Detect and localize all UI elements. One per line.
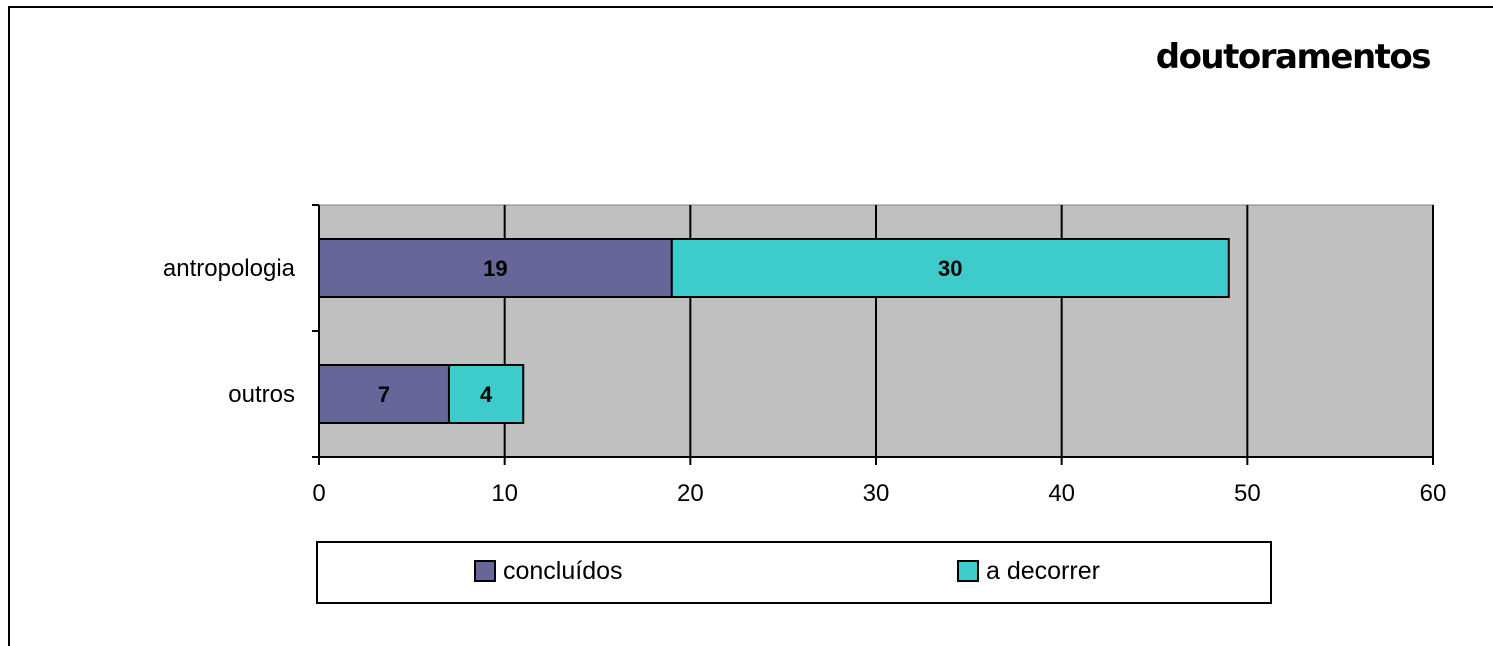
bars	[318, 238, 1230, 424]
data-labels: 19 30 7 4	[378, 256, 963, 407]
legend: concluídos a decorrer	[316, 541, 1272, 604]
bar-chart: doutoramentos 0 10 20 30 40 50 60 antropologia…	[163, 37, 1446, 604]
bar-segment	[670, 238, 1230, 298]
data-label: 4	[480, 382, 493, 407]
data-label: 7	[378, 382, 390, 407]
data-label: 30	[938, 256, 962, 281]
x-tick-label: 60	[1420, 480, 1447, 507]
legend-swatch	[957, 560, 979, 582]
category-label: antropologia	[163, 255, 296, 282]
x-tick-label: 20	[677, 480, 704, 507]
x-tick-label: 10	[491, 480, 518, 507]
legend-swatch	[474, 560, 496, 582]
legend-label: a decorrer	[986, 557, 1100, 585]
legend-box	[316, 541, 1272, 604]
category-labels: antropologia outros	[163, 255, 296, 408]
data-label: 19	[483, 256, 507, 281]
tick-labels: 0 10 20 30 40 50 60	[312, 480, 1446, 507]
axes	[312, 204, 1434, 465]
x-tick-label: 30	[863, 480, 890, 507]
bar-segment	[447, 364, 525, 424]
x-tick-label: 40	[1048, 480, 1075, 507]
chart-title: doutoramentos	[1156, 37, 1431, 77]
category-label: outros	[228, 381, 295, 408]
x-tick-label: 0	[312, 480, 325, 507]
x-tick-label: 50	[1234, 480, 1261, 507]
legend-label: concluídos	[503, 557, 623, 585]
